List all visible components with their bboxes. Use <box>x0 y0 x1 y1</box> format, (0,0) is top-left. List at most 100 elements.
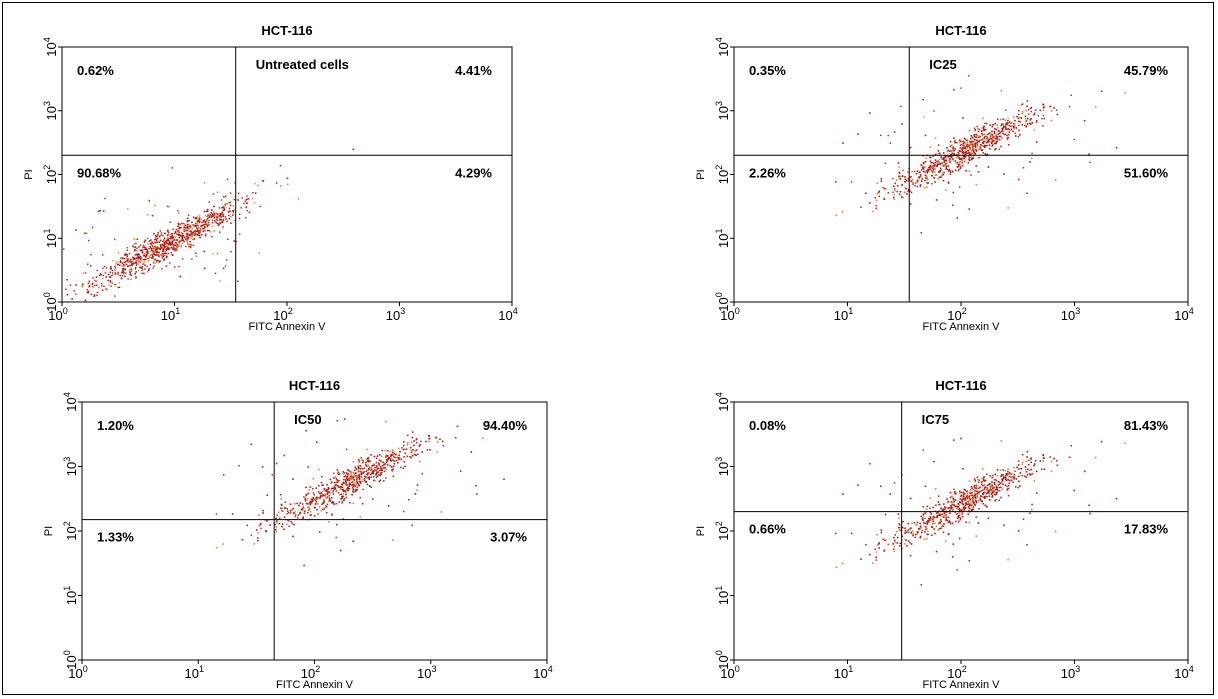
data-point <box>944 156 947 158</box>
data-point <box>442 445 445 447</box>
data-point <box>276 514 278 517</box>
data-point <box>368 465 370 467</box>
data-point <box>951 144 953 146</box>
data-point <box>112 259 114 262</box>
data-point <box>182 235 184 237</box>
data-point <box>358 467 360 469</box>
y-tick-base: 10 <box>44 170 59 184</box>
data-point <box>343 476 345 478</box>
data-point <box>289 509 292 512</box>
data-point <box>939 163 942 165</box>
data-point <box>974 142 976 144</box>
data-point <box>213 205 215 208</box>
data-point <box>204 235 207 237</box>
data-point <box>984 122 986 124</box>
data-point <box>358 461 360 463</box>
data-point <box>114 265 116 268</box>
data-point <box>135 257 138 259</box>
data-point <box>203 219 205 221</box>
data-point <box>169 237 171 239</box>
data-point <box>223 267 225 269</box>
data-point <box>956 155 958 158</box>
data-point <box>380 473 382 476</box>
data-point <box>400 466 402 469</box>
data-point <box>205 224 207 226</box>
data-point <box>155 236 157 239</box>
data-point <box>317 503 319 505</box>
data-point <box>133 246 135 248</box>
data-point <box>154 239 156 241</box>
data-point <box>370 476 372 478</box>
data-point <box>213 211 215 213</box>
data-point <box>368 476 370 478</box>
data-point <box>379 454 381 456</box>
data-point <box>352 477 354 479</box>
data-point <box>302 517 304 519</box>
data-point <box>198 232 200 234</box>
data-point <box>162 245 164 247</box>
data-point <box>1014 125 1016 127</box>
data-point <box>155 262 157 264</box>
data-point <box>960 140 962 143</box>
data-point <box>391 454 393 457</box>
data-point <box>339 486 342 488</box>
data-point <box>376 468 378 470</box>
data-point <box>312 498 314 501</box>
data-point <box>330 482 332 484</box>
data-point <box>952 191 954 194</box>
data-point <box>216 222 218 225</box>
data-point <box>231 513 234 515</box>
data-point <box>370 473 372 476</box>
data-point <box>180 246 182 248</box>
data-point <box>159 230 161 232</box>
data-point <box>167 229 169 232</box>
data-point <box>338 501 340 503</box>
y-tick-label: 101 <box>714 229 731 248</box>
data-point <box>225 195 227 197</box>
data-point <box>119 274 121 277</box>
data-point <box>324 494 326 496</box>
data-point <box>194 225 196 227</box>
data-point <box>328 497 331 500</box>
data-point <box>281 523 284 525</box>
data-point <box>976 134 978 136</box>
data-point <box>326 512 328 514</box>
data-point <box>220 199 223 201</box>
data-point <box>941 164 944 166</box>
data-point <box>65 288 67 290</box>
data-point <box>503 478 505 480</box>
data-point <box>981 134 984 136</box>
data-point <box>202 228 204 230</box>
data-point <box>934 162 937 164</box>
data-point <box>342 482 345 484</box>
data-point <box>416 442 418 444</box>
data-point <box>972 137 974 139</box>
data-point <box>365 476 367 478</box>
data-point <box>990 138 993 140</box>
data-point <box>303 507 305 509</box>
data-point <box>950 156 953 159</box>
data-point <box>257 537 259 539</box>
data-point <box>938 176 941 179</box>
data-point <box>931 170 933 172</box>
data-point <box>332 490 334 492</box>
data-point <box>343 499 345 501</box>
data-point <box>130 270 133 272</box>
data-point <box>246 195 248 197</box>
data-point <box>322 502 325 505</box>
data-point <box>135 262 137 264</box>
data-point <box>151 241 153 244</box>
data-point <box>155 254 158 256</box>
plot-area <box>81 401 548 661</box>
y-tick-label: 101 <box>42 229 59 248</box>
data-point <box>392 449 394 451</box>
data-point <box>918 171 920 174</box>
data-point <box>986 153 988 156</box>
data-point <box>191 235 193 238</box>
data-point <box>889 142 891 144</box>
data-point <box>291 522 293 524</box>
data-point <box>903 191 906 193</box>
data-point <box>259 205 261 208</box>
data-point <box>329 500 332 502</box>
data-point <box>356 489 358 491</box>
